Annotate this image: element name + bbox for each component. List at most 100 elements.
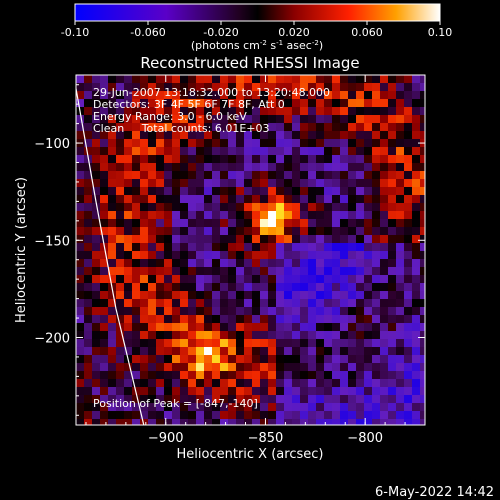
heatmap-cell: [308, 379, 317, 388]
heatmap-cell: [316, 355, 325, 364]
heatmap-cell: [196, 187, 205, 196]
heatmap-cell: [108, 219, 117, 228]
chart-title: Reconstructed RHESSI Image: [140, 54, 359, 72]
heatmap-cell: [380, 99, 389, 108]
heatmap-cell: [396, 291, 405, 300]
heatmap-cell: [412, 379, 421, 388]
heatmap-cell: [348, 307, 357, 316]
heatmap-cell: [100, 323, 109, 332]
heatmap-cell: [140, 83, 149, 92]
heatmap-cell: [100, 291, 109, 300]
heatmap-cell: [188, 355, 197, 364]
heatmap-cell: [292, 259, 301, 268]
heatmap-cell: [340, 211, 349, 220]
heatmap-cell: [316, 283, 325, 292]
heatmap-cell: [308, 363, 317, 372]
heatmap-cell: [196, 411, 205, 420]
heatmap-cell: [100, 363, 109, 372]
heatmap-cell: [308, 115, 317, 124]
heatmap-cell: [172, 123, 181, 132]
heatmap-cell: [156, 251, 165, 260]
heatmap-cell: [292, 91, 301, 100]
heatmap-cell: [228, 323, 237, 332]
heatmap-cell: [356, 323, 365, 332]
heatmap-cell: [316, 147, 325, 156]
y-tick-label: −150: [34, 234, 70, 249]
heatmap-cell: [332, 363, 341, 372]
heatmap-cell: [172, 171, 181, 180]
heatmap-cell: [76, 203, 85, 212]
heatmap-cell: [388, 275, 397, 284]
heatmap-cell: [132, 219, 141, 228]
heatmap-cell: [324, 339, 333, 348]
heatmap-cell: [100, 187, 109, 196]
heatmap-cell: [380, 211, 389, 220]
heatmap-cell: [148, 83, 157, 92]
heatmap-cell: [196, 275, 205, 284]
heatmap-cell: [420, 267, 425, 276]
heatmap-cell: [212, 291, 221, 300]
heatmap-cell: [396, 123, 405, 132]
heatmap-cell: [340, 131, 349, 140]
heatmap-cell: [308, 147, 317, 156]
heatmap-cell: [316, 331, 325, 340]
heatmap-cell: [188, 323, 197, 332]
heatmap-cell: [84, 107, 93, 116]
heatmap-cell: [412, 411, 421, 420]
heatmap-cell: [364, 299, 373, 308]
heatmap-cell: [140, 107, 149, 116]
heatmap-cell: [372, 315, 381, 324]
heatmap-cell: [180, 419, 189, 425]
heatmap-cell: [420, 155, 425, 164]
heatmap-cell: [196, 323, 205, 332]
heatmap-cell: [396, 107, 405, 116]
heatmap-cell: [148, 291, 157, 300]
heatmap-cell: [356, 403, 365, 412]
heatmap-cell: [148, 235, 157, 244]
heatmap-cell: [92, 379, 101, 388]
heatmap-cell: [412, 299, 421, 308]
heatmap-cell: [300, 323, 309, 332]
heatmap-cell: [372, 299, 381, 308]
heatmap-cell: [252, 275, 261, 284]
heatmap-cell: [244, 171, 253, 180]
heatmap-cell: [356, 227, 365, 236]
heatmap-cell: [220, 195, 229, 204]
heatmap-cell: [148, 187, 157, 196]
heatmap-cell: [132, 235, 141, 244]
heatmap-cell: [404, 91, 413, 100]
heatmap-cell: [252, 379, 261, 388]
heatmap-cell: [396, 387, 405, 396]
heatmap-cell: [220, 395, 229, 404]
heatmap-cell: [76, 163, 85, 172]
heatmap-cell: [324, 99, 333, 108]
heatmap-cell: [404, 83, 413, 92]
heatmap-cell: [164, 387, 173, 396]
heatmap-cell: [172, 387, 181, 396]
heatmap-cell: [300, 379, 309, 388]
heatmap-cell: [260, 139, 269, 148]
heatmap-cell: [100, 283, 109, 292]
heatmap-cell: [388, 107, 397, 116]
heatmap-cell: [100, 395, 109, 404]
heatmap-cell: [276, 179, 285, 188]
heatmap-cell: [92, 299, 101, 308]
heatmap-cell: [172, 75, 181, 84]
heatmap-cell: [316, 339, 325, 348]
heatmap-cell: [236, 299, 245, 308]
heatmap-cell: [412, 219, 421, 228]
heatmap-cell: [252, 123, 261, 132]
heatmap-cell: [316, 211, 325, 220]
heatmap-cell: [268, 139, 277, 148]
heatmap-cell: [188, 299, 197, 308]
heatmap-cell: [276, 83, 285, 92]
heatmap-cell: [380, 267, 389, 276]
heatmap-cell: [284, 299, 293, 308]
heatmap-cell: [244, 331, 253, 340]
heatmap-cell: [364, 75, 373, 84]
heatmap-cell: [420, 387, 425, 396]
heatmap-cell: [420, 147, 425, 156]
heatmap-cell: [332, 323, 341, 332]
heatmap-cell: [388, 227, 397, 236]
heatmap-cell: [276, 355, 285, 364]
